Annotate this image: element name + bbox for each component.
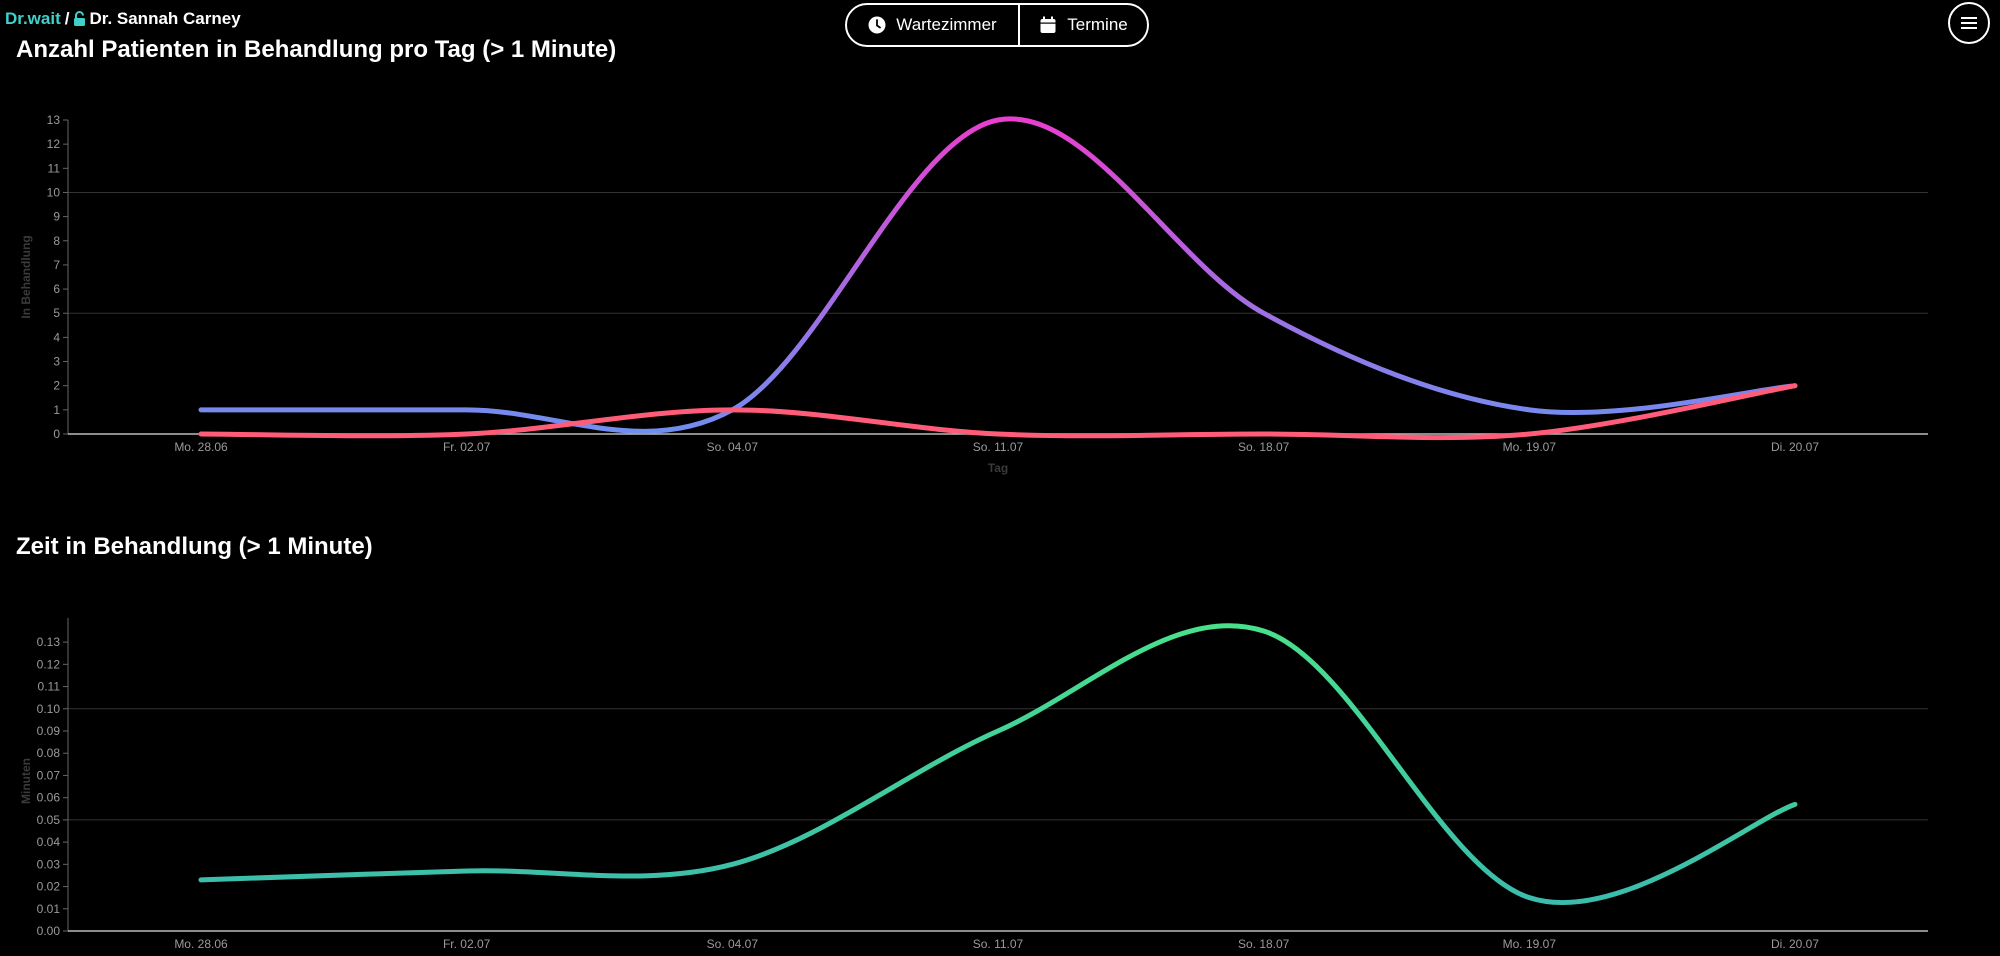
brand-link[interactable]: Dr.wait xyxy=(5,9,61,28)
breadcrumb: Dr.wait / Dr. Sannah Carney xyxy=(5,9,241,29)
y-tick-label: 13 xyxy=(47,113,61,127)
data-point xyxy=(198,407,204,413)
y-tick-label: 0.13 xyxy=(37,635,61,649)
y-tick-label: 10 xyxy=(47,185,61,199)
y-tick-label: 0.09 xyxy=(37,724,61,738)
x-tick-label: So. 04.07 xyxy=(707,440,759,454)
data-point xyxy=(1261,310,1267,316)
data-point xyxy=(464,407,470,413)
y-tick-label: 7 xyxy=(53,258,60,272)
y-tick-label: 0.12 xyxy=(37,657,61,671)
y-axis-label: Minuten xyxy=(19,758,33,804)
y-tick-label: 0 xyxy=(53,427,60,441)
data-point xyxy=(198,877,204,883)
y-tick-label: 0.01 xyxy=(37,902,61,916)
data-point xyxy=(995,117,1001,123)
top-bar: Dr.wait / Dr. Sannah Carney Wartezimmer … xyxy=(0,0,2000,48)
wartezimmer-button[interactable]: Wartezimmer xyxy=(847,5,1020,45)
lock-icon xyxy=(74,11,86,26)
y-tick-label: 8 xyxy=(53,234,60,248)
y-tick-label: 11 xyxy=(48,161,61,175)
user-name[interactable]: Dr. Sannah Carney xyxy=(89,9,241,28)
view-switch: Wartezimmer Termine xyxy=(845,3,1149,47)
y-tick-label: 0.04 xyxy=(37,835,61,849)
data-point xyxy=(1526,407,1532,413)
y-tick-label: 0.06 xyxy=(37,791,61,805)
wartezimmer-label: Wartezimmer xyxy=(896,15,997,34)
y-tick-label: 0.00 xyxy=(37,924,61,938)
series-line-1 xyxy=(198,116,1798,434)
x-tick-label: Mo. 19.07 xyxy=(1503,937,1557,951)
menu-button[interactable] xyxy=(1948,2,1990,44)
data-point xyxy=(1261,431,1267,437)
y-tick-label: 0.11 xyxy=(38,680,61,694)
data-point xyxy=(995,431,1001,437)
termine-button[interactable]: Termine xyxy=(1020,5,1147,45)
x-tick-label: Mo. 28.06 xyxy=(174,937,228,951)
series-line-1 xyxy=(198,623,1798,906)
data-point xyxy=(729,861,735,867)
x-axis-label: Tag xyxy=(988,461,1008,475)
y-tick-label: 0.10 xyxy=(37,702,61,716)
y-tick-label: 1 xyxy=(53,403,60,417)
x-tick-label: So. 18.07 xyxy=(1238,440,1290,454)
x-tick-label: Di. 20.07 xyxy=(1771,937,1819,951)
y-tick-label: 4 xyxy=(53,330,60,344)
chart-title-time: Zeit in Behandlung (> 1 Minute) xyxy=(16,533,373,560)
y-tick-label: 5 xyxy=(53,306,60,320)
data-point xyxy=(1261,628,1267,634)
time-chart: 0.00 0.01 0.02 0.03 0.04 0.05 0.06 0.07 0.08 0.09… xyxy=(19,618,1928,951)
y-tick-label: 2 xyxy=(53,379,60,393)
x-tick-label: So. 04.07 xyxy=(707,937,759,951)
data-point xyxy=(198,431,204,437)
y-tick-label: 9 xyxy=(53,210,60,224)
x-tick-label: So. 11.07 xyxy=(973,937,1024,951)
y-tick-label: 0.02 xyxy=(37,880,61,894)
data-point xyxy=(1526,431,1532,437)
series-line-2 xyxy=(198,383,1798,441)
chart-title-patients: Anzahl Patienten in Behandlung pro Tag (… xyxy=(16,36,617,63)
data-point xyxy=(1792,383,1798,389)
x-tick-label: Mo. 28.06 xyxy=(174,440,228,454)
y-tick-label: 12 xyxy=(47,137,61,151)
x-tick-label: So. 11.07 xyxy=(973,440,1024,454)
clock-icon xyxy=(868,16,886,34)
x-tick-label: Fr. 02.07 xyxy=(443,937,491,951)
x-tick-label: Mo. 19.07 xyxy=(1503,440,1557,454)
data-point xyxy=(464,431,470,437)
y-tick-label: 0.07 xyxy=(37,768,61,782)
x-tick-label: So. 18.07 xyxy=(1238,937,1290,951)
data-point xyxy=(1792,801,1798,807)
y-tick-label: 0.05 xyxy=(37,813,61,827)
y-axis-label: In Behandlung xyxy=(19,235,33,318)
hamburger-menu-icon xyxy=(1961,17,1977,29)
x-tick-label: Di. 20.07 xyxy=(1771,440,1819,454)
y-tick-label: 0.08 xyxy=(37,746,61,760)
calendar-icon xyxy=(1040,16,1056,33)
data-point xyxy=(1526,895,1532,901)
data-point xyxy=(464,868,470,874)
y-tick-label: 3 xyxy=(53,355,60,369)
y-tick-label: 0.03 xyxy=(37,857,61,871)
breadcrumb-separator: / xyxy=(64,9,70,28)
termine-label: Termine xyxy=(1067,15,1128,34)
data-point xyxy=(995,728,1001,734)
y-tick-label: 6 xyxy=(53,282,60,296)
x-tick-label: Fr. 02.07 xyxy=(443,440,491,454)
data-point xyxy=(729,407,735,413)
